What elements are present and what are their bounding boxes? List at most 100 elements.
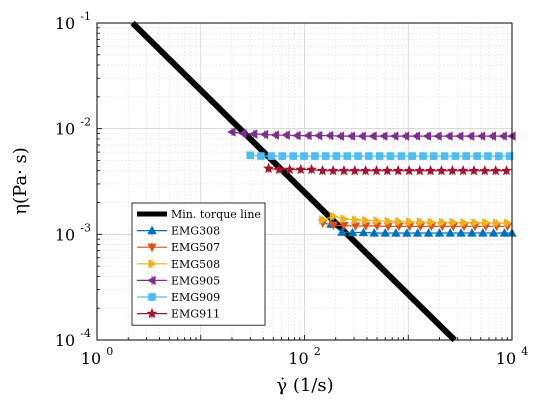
data-point <box>408 152 416 160</box>
legend-marker <box>147 225 157 235</box>
data-point <box>449 217 458 227</box>
legend-label: Min. torque line <box>171 208 261 221</box>
data-point <box>371 165 382 176</box>
series-emg508 <box>319 211 513 228</box>
data-point <box>427 217 437 227</box>
y-axis-label: η(Pa· s) <box>10 147 31 215</box>
data-point <box>454 131 464 141</box>
legend-label: EMG508 <box>171 258 220 271</box>
data-point <box>384 216 393 226</box>
data-point <box>267 152 276 160</box>
data-point <box>490 165 502 176</box>
data-point <box>438 217 448 227</box>
data-point <box>238 128 247 139</box>
data-point <box>465 131 475 141</box>
data-point <box>446 165 458 176</box>
data-point <box>505 152 514 160</box>
data-point <box>358 227 369 237</box>
data-point <box>347 227 358 237</box>
data-point <box>457 165 469 176</box>
data-point <box>246 151 255 160</box>
data-point <box>414 165 426 176</box>
data-point <box>337 227 347 236</box>
legend-marker <box>147 275 156 286</box>
data-point <box>484 152 492 160</box>
data-point <box>400 131 410 141</box>
legend-entry-emg911: EMG911 <box>137 308 220 321</box>
y-tick-label: 10 -4 <box>55 327 91 350</box>
legend-label: EMG308 <box>171 225 220 238</box>
data-point <box>365 152 373 160</box>
legend-label: EMG507 <box>171 241 220 254</box>
data-point <box>324 130 334 141</box>
data-point <box>362 215 371 226</box>
data-point <box>445 228 455 237</box>
x-tick-label: 10 4 <box>496 345 528 368</box>
legend-entry-emg308: EMG308 <box>137 225 220 238</box>
y-tick-label: 10 -3 <box>55 221 91 244</box>
data-point <box>357 131 366 141</box>
data-point <box>373 216 382 226</box>
legend-label: EMG909 <box>171 291 220 304</box>
data-point <box>493 218 502 228</box>
data-point <box>380 228 390 237</box>
x-axis-ticks: 10 0 10 2 10 4 <box>81 335 528 368</box>
data-point <box>479 165 491 176</box>
data-point <box>440 152 449 160</box>
data-point <box>248 129 258 139</box>
data-point <box>468 165 480 176</box>
legend-entry-emg508: EMG508 <box>137 258 220 271</box>
data-point <box>436 165 447 176</box>
data-point <box>289 152 298 160</box>
series-emg911 <box>263 162 512 176</box>
data-point <box>369 228 379 237</box>
data-point <box>327 165 339 176</box>
data-point <box>473 152 481 160</box>
data-point <box>303 130 312 141</box>
data-point <box>451 152 460 160</box>
data-point <box>278 152 287 160</box>
data-point <box>300 152 308 160</box>
data-point <box>498 131 507 141</box>
data-point <box>488 228 499 237</box>
data-point <box>403 165 415 176</box>
data-point <box>313 130 323 141</box>
data-point <box>392 165 404 176</box>
data-point <box>395 216 404 227</box>
data-point <box>273 163 285 175</box>
legend: Min. torque line EMG308 EMG507 EMG508 EMG905… <box>131 202 266 326</box>
data-point <box>467 228 477 237</box>
data-point <box>319 215 328 225</box>
data-point <box>335 131 345 141</box>
data-point <box>471 217 480 228</box>
data-point <box>381 165 393 176</box>
data-point <box>389 131 399 141</box>
data-point <box>412 228 423 237</box>
legend-entry-emg507: EMG507 <box>137 241 220 254</box>
data-point <box>270 130 279 140</box>
legend-marker <box>148 259 157 269</box>
data-point <box>444 131 453 141</box>
data-point <box>433 131 442 141</box>
data-point <box>402 228 412 237</box>
data-point <box>425 165 436 176</box>
data-point <box>411 131 421 141</box>
data-point <box>434 228 445 237</box>
data-point <box>349 165 361 176</box>
data-point <box>317 165 328 176</box>
y-tick-label: 10 -1 <box>55 10 91 33</box>
data-point <box>328 221 339 231</box>
data-point <box>501 165 512 176</box>
data-point <box>346 131 355 141</box>
data-point <box>462 152 471 160</box>
data-point <box>332 152 341 160</box>
data-point <box>360 165 372 176</box>
legend-entry-emg905: EMG905 <box>137 274 220 287</box>
data-point <box>494 152 503 160</box>
series-emg909 <box>246 151 514 161</box>
data-point <box>397 152 406 160</box>
data-point <box>476 131 486 141</box>
data-point <box>386 152 395 160</box>
data-point <box>391 228 401 237</box>
series-min-torque-line <box>130 20 457 343</box>
